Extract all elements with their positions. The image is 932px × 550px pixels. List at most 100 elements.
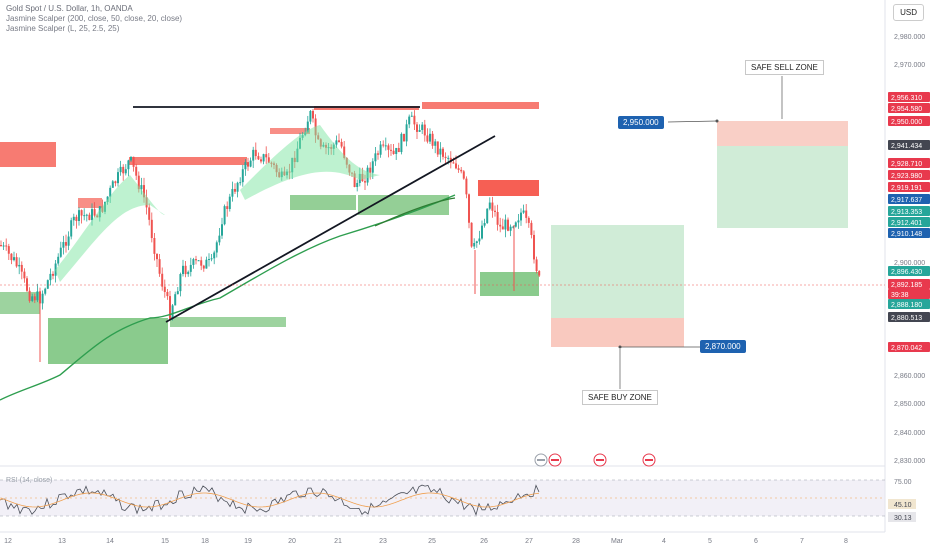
candle-body [522,210,525,213]
time-axis-tick: 15 [161,538,169,545]
candle-body [85,214,88,216]
price-axis-tick: 2,860.000 [894,373,925,380]
candle-body [205,259,208,269]
indicator-ribbon [240,125,380,200]
buy-price-label[interactable]: 2,870.000 [700,340,746,353]
candle-body [470,222,473,247]
time-axis-tick: 12 [4,538,12,545]
candle-body [377,153,379,155]
price-label-text: 2,870.042 [891,345,922,352]
indicator-ribbon [55,175,165,282]
candle-body [72,216,75,221]
candle-body [117,172,119,184]
indicator-1-label[interactable]: Jasmine Scalper (200, close, 50, close, … [6,14,183,23]
candle-body [130,156,132,161]
candle-body [5,245,8,247]
price-label-text: 2,896.430 [891,269,922,276]
price-label-box [888,194,930,204]
candle-body [156,253,158,260]
rsi-indicator-label[interactable]: RSI (14, close) [6,477,53,484]
candle-body [127,160,130,170]
rsi-axis-label: 45.10 [894,502,912,509]
candle-body [28,290,31,301]
price-label-text: 2,956.310 [891,95,922,102]
candle-body [439,148,442,155]
candle-body [241,169,244,183]
candle-body [49,273,52,281]
time-axis-tick: 19 [244,538,252,545]
price-label-text: 2,917.637 [891,197,922,204]
candle-body [171,305,174,319]
candle-body [312,110,314,119]
candle-body [226,206,229,210]
rsi-signal-line [0,492,540,508]
buy-stop-box [551,318,684,347]
chart-legend: Gold Spot / U.S. Dollar, 1h, OANDA Jasmi… [6,4,182,34]
candle-body [213,252,216,259]
candle-body [221,224,223,236]
candle-body [247,162,249,167]
symbol-title[interactable]: Gold Spot / U.S. Dollar, 1h, OANDA [6,4,133,13]
candle-body [52,273,54,276]
price-label-box [888,206,930,216]
candle-body [75,216,78,221]
candle-body [62,242,65,248]
rsi-label-box [888,499,916,509]
safe-buy-zone-label[interactable]: SAFE BUY ZONE [582,390,658,405]
sell-price-label[interactable]: 2,950.000 [618,116,664,129]
price-label-text: 2,910.148 [891,231,922,238]
candle-body [13,257,15,261]
candle-body [452,162,455,164]
candle-body [384,145,387,147]
time-axis-tick: 28 [572,538,580,545]
price-label-box [888,312,930,322]
candle-body [538,271,541,276]
candle-body [413,115,416,125]
rsi-axis-label: 30.13 [894,515,912,522]
supply-zone [422,102,539,109]
candle-body [353,173,356,188]
candle-body [124,169,127,174]
candle-body [148,207,151,220]
price-label-box [888,342,930,352]
candle-body [507,219,509,231]
candle-body [509,226,512,231]
candle-body [400,133,403,153]
candle-body [83,215,86,217]
candle-body [65,242,67,246]
price-label-box [888,217,930,227]
candle-body [236,182,239,192]
indicator-2-label[interactable]: Jasmine Scalper (L, 25, 2.5, 25) [6,24,120,33]
price-label-box [888,116,930,126]
time-axis-tick: 13 [58,538,66,545]
candle-body [176,291,179,295]
candle-body [525,210,528,218]
candle-body [338,140,340,142]
candle-body [244,162,247,170]
candle-body [93,209,96,216]
candle-body [460,169,463,172]
candle-body [434,141,437,146]
price-label-box [888,158,930,168]
currency-button[interactable]: USD [893,4,924,21]
candle-body [371,161,374,173]
buy-target-box [551,225,684,318]
time-axis-tick: 8 [844,538,848,545]
candle-body [473,243,476,247]
candle-body [379,144,382,155]
candle-body [514,222,517,227]
candle-body [267,157,270,163]
candle-body [421,124,424,131]
candle-body [78,210,80,221]
candle-body [442,148,444,157]
safe-sell-zone-label[interactable]: SAFE SELL ZONE [745,60,824,75]
candle-body [475,241,478,244]
candle-body [418,130,421,132]
candle-body [91,209,93,221]
candle-body [239,182,242,184]
price-label-box [888,170,930,180]
candle-body [444,156,447,158]
candle-body [234,188,236,192]
rsi-label-box [888,476,916,486]
